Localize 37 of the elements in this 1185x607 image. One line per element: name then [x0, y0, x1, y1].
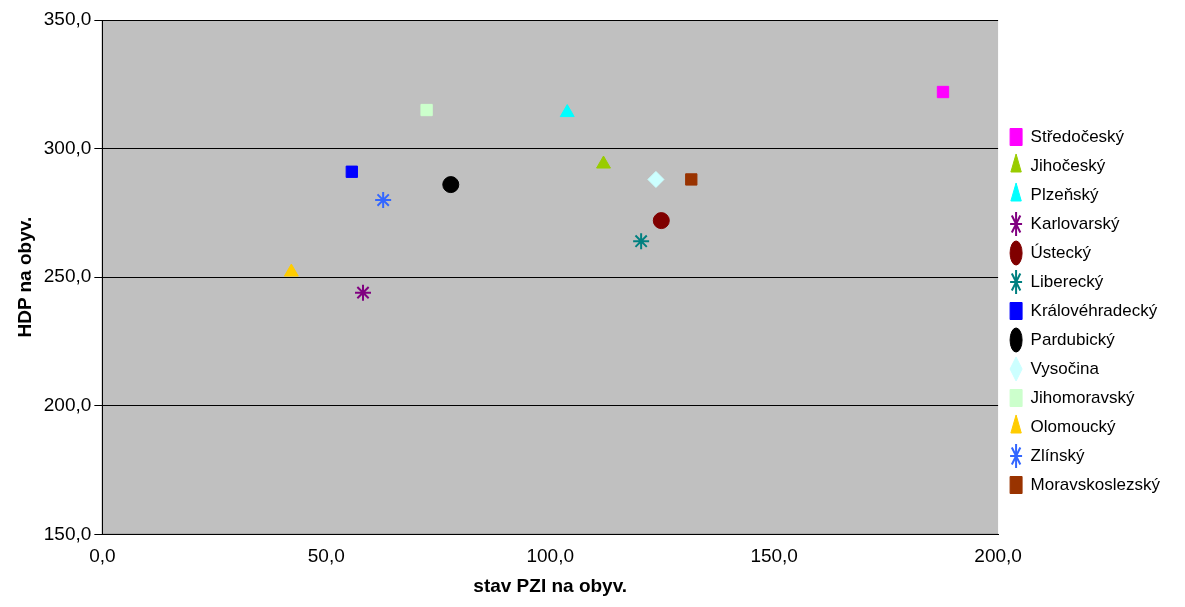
- x-tick-label: 50,0: [307, 545, 345, 567]
- point: [632, 232, 651, 251]
- legend-label: Karlovarský: [1030, 213, 1120, 233]
- y-axis-title: HDP na obyv.: [13, 216, 35, 338]
- legend-label: Zlínský: [1030, 445, 1085, 465]
- y-tick-label: 200,0: [43, 394, 92, 416]
- legend-label: Pardubický: [1030, 329, 1116, 349]
- legend-label: Plzeňský: [1030, 184, 1100, 204]
- point: [647, 170, 665, 188]
- x-tick-label: 150,0: [750, 545, 798, 567]
- x-axis-title: stav PZI na obyv.: [473, 574, 628, 596]
- point: [936, 85, 950, 99]
- y-tick-label: 300,0: [43, 136, 92, 158]
- legend-label: Olomoucký: [1030, 416, 1117, 436]
- legend-label: Vysočina: [1030, 358, 1100, 378]
- y-tick-label: 350,0: [43, 8, 92, 30]
- legend-label: Jihočeský: [1030, 155, 1106, 175]
- legend-label: Liberecký: [1030, 271, 1104, 291]
- y-tick-label: 150,0: [43, 522, 92, 544]
- legend-label: Moravskoslezský: [1030, 474, 1161, 494]
- x-tick-label: 200,0: [974, 545, 1022, 567]
- point: [420, 103, 433, 117]
- legend-label: Středočeský: [1030, 126, 1125, 146]
- point: [685, 173, 698, 186]
- point: [354, 283, 373, 302]
- point: [596, 155, 611, 169]
- point: [442, 176, 460, 194]
- x-tick-label: 100,0: [526, 545, 574, 567]
- legend-label: Královéhradecký: [1030, 300, 1158, 320]
- y-tick-label: 250,0: [43, 265, 92, 287]
- point: [374, 191, 393, 210]
- legend-label: Jihomoravský: [1030, 387, 1135, 407]
- x-tick-label: 0,0: [89, 545, 116, 567]
- point: [559, 104, 575, 118]
- point: [345, 165, 358, 178]
- point: [652, 212, 670, 230]
- legend-label: Ústecký: [1030, 242, 1092, 262]
